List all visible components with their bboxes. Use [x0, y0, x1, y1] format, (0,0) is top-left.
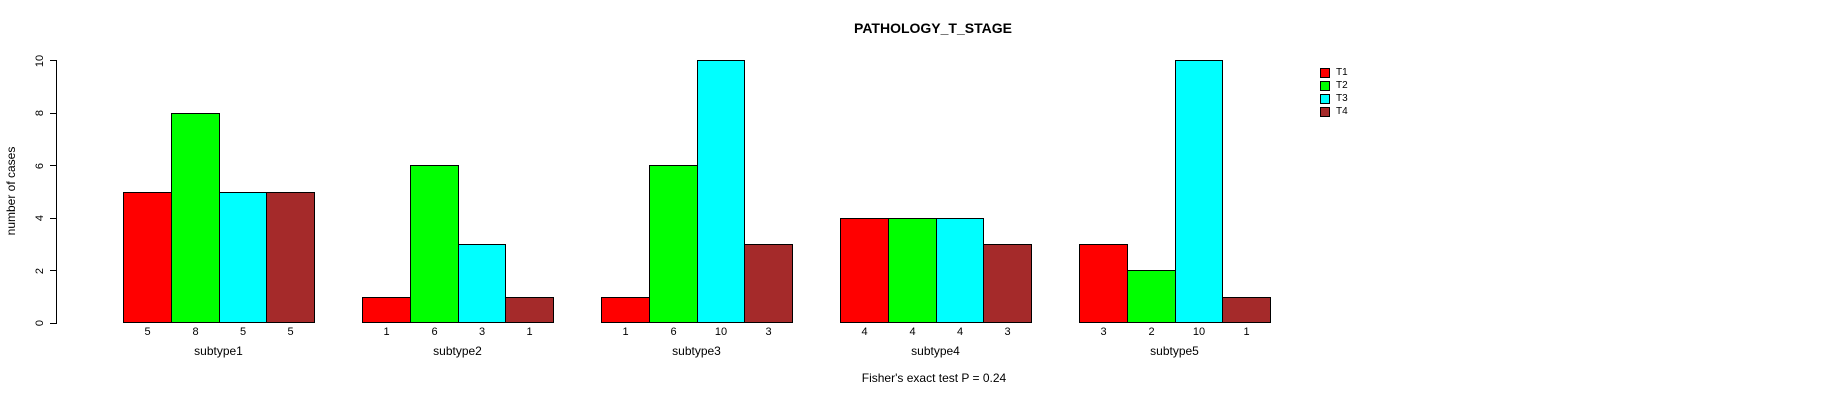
bar-T4-subtype4 [983, 244, 1032, 323]
legend-swatch-T2 [1320, 81, 1330, 91]
bar-T2-subtype1 [171, 113, 220, 323]
legend-swatch-T3 [1320, 94, 1330, 104]
y-tick-mark [50, 60, 57, 61]
x-category-label-subtype5: subtype5 [1150, 344, 1199, 358]
y-tick-mark [50, 270, 57, 271]
bar-value-label: 4 [956, 326, 964, 338]
y-tick-label: 2 [34, 267, 46, 274]
bar-value-label: 10 [714, 326, 728, 338]
bar-T4-subtype1 [266, 192, 315, 323]
bar-T3-subtype5 [1175, 60, 1223, 323]
bar-T3-subtype3 [697, 60, 745, 323]
bar-T1-subtype3 [601, 297, 650, 323]
y-tick-label: 10 [34, 54, 46, 67]
y-axis-line [56, 60, 57, 323]
bar-T2-subtype5 [1127, 270, 1176, 323]
fisher-test-annotation: Fisher's exact test P = 0.24 [861, 371, 1007, 385]
bar-T1-subtype1 [123, 192, 172, 323]
legend-item-T2: T2 [1320, 81, 1348, 91]
bar-T1-subtype2 [362, 297, 411, 323]
bar-value-label: 4 [861, 326, 868, 338]
legend-label: T3 [1336, 93, 1348, 104]
bar-T3-subtype1 [219, 192, 267, 323]
bar-T2-subtype3 [649, 165, 698, 323]
y-axis-title: number of cases [4, 146, 18, 236]
bar-T2-subtype4 [888, 218, 937, 323]
legend-label: T1 [1336, 67, 1348, 78]
legend-item-T4: T4 [1320, 107, 1348, 117]
bar-value-label: 5 [287, 326, 294, 338]
bar-value-label: 8 [192, 326, 199, 338]
y-tick-mark [50, 217, 57, 219]
bar-value-label: 3 [765, 326, 772, 338]
y-tick-label: 4 [34, 214, 46, 222]
bar-T1-subtype4 [840, 218, 889, 323]
legend-swatch-T4 [1320, 107, 1330, 117]
chart-title: PATHOLOGY_T_STAGE [854, 20, 1012, 36]
x-category-label-subtype3: subtype3 [672, 344, 721, 358]
bar-T4-subtype2 [505, 297, 554, 323]
y-tick-mark [50, 322, 57, 324]
bar-value-label: 2 [1148, 326, 1155, 338]
legend-label: T4 [1336, 106, 1348, 117]
bar-T4-subtype3 [744, 244, 793, 323]
bar-T3-subtype4 [936, 218, 984, 323]
bar-value-label: 3 [478, 326, 486, 338]
legend-swatch-T1 [1320, 68, 1330, 78]
y-tick-label: 6 [34, 162, 46, 169]
bar-value-label: 1 [383, 326, 390, 338]
bar-T2-subtype2 [410, 165, 459, 323]
bar-value-label: 3 [1004, 326, 1011, 338]
y-tick-mark [50, 165, 57, 166]
legend-label: T2 [1336, 80, 1348, 91]
x-category-label-subtype2: subtype2 [433, 344, 482, 358]
bar-value-label: 1 [526, 326, 533, 338]
bar-T3-subtype2 [458, 244, 506, 323]
bar-value-label: 3 [1100, 326, 1107, 338]
bar-value-label: 1 [622, 326, 629, 338]
bar-value-label: 10 [1192, 326, 1206, 338]
bar-value-label: 5 [144, 326, 151, 338]
y-tick-label: 0 [34, 319, 46, 327]
bar-value-label: 6 [670, 326, 677, 338]
x-category-label-subtype4: subtype4 [911, 344, 960, 358]
bar-value-label: 5 [239, 326, 247, 338]
bar-T4-subtype5 [1222, 297, 1271, 323]
bar-T1-subtype5 [1079, 244, 1128, 323]
bar-value-label: 1 [1243, 326, 1250, 338]
y-tick-label: 8 [34, 109, 46, 117]
y-tick-mark [50, 112, 57, 114]
bar-value-label: 4 [909, 326, 916, 338]
bar-value-label: 6 [431, 326, 438, 338]
legend-item-T1: T1 [1320, 68, 1348, 78]
legend-item-T3: T3 [1320, 94, 1348, 104]
x-category-label-subtype1: subtype1 [194, 344, 243, 358]
